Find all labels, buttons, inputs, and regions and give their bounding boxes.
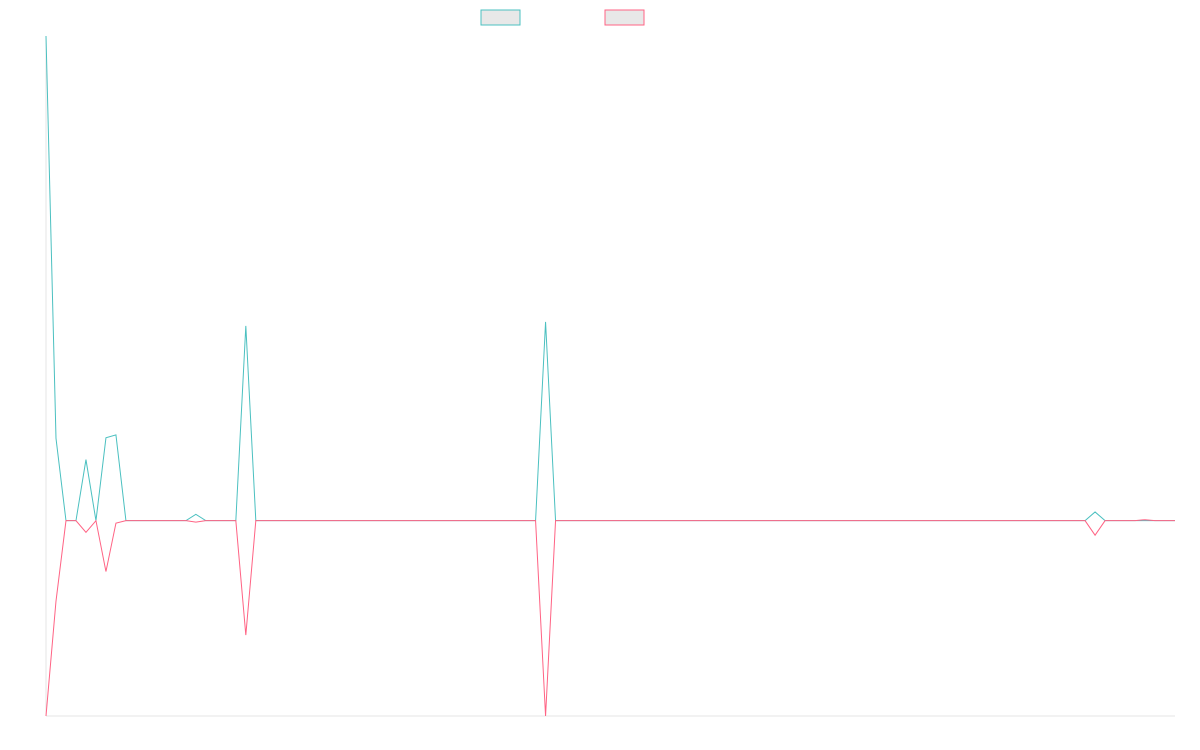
legend-item-2[interactable] — [604, 9, 645, 26]
chart-axes — [45, 36, 1175, 717]
series-line-2 — [45, 519, 1175, 717]
chart-legend[interactable] — [480, 9, 645, 26]
series-line-1 — [45, 35, 1175, 522]
series-layer — [45, 35, 1175, 717]
legend-swatch-2 — [604, 9, 645, 26]
legend-item-1[interactable] — [480, 9, 521, 26]
legend-swatch-1 — [480, 9, 521, 26]
